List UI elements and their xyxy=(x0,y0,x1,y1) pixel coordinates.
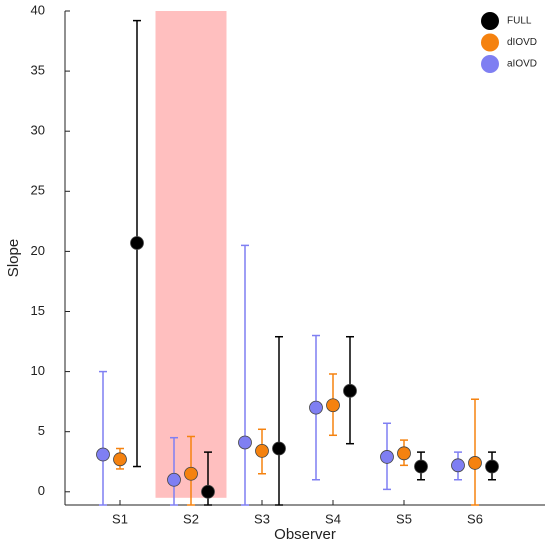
dot xyxy=(167,472,181,487)
dot xyxy=(468,456,482,470)
dot xyxy=(309,400,323,415)
y-tick-label: 15 xyxy=(31,303,45,318)
legend-text: aIOVD xyxy=(507,59,537,70)
y-axis-label: Slope xyxy=(5,239,22,277)
dot xyxy=(380,450,394,464)
dot xyxy=(184,466,198,481)
y-tick-label: 10 xyxy=(31,363,45,378)
legend-marker xyxy=(481,33,499,52)
y-tick-label: 40 xyxy=(31,2,45,17)
x-axis-label: Observer xyxy=(274,526,336,543)
y-tick-label: 30 xyxy=(31,123,45,138)
legend-marker xyxy=(481,55,499,73)
dot xyxy=(238,435,252,450)
legend-text: FULL xyxy=(507,16,532,27)
dot xyxy=(326,398,340,413)
dot xyxy=(397,446,411,461)
x-tick-label: S4 xyxy=(325,511,341,526)
x-tick-label: S6 xyxy=(467,511,483,526)
y-tick-label: 5 xyxy=(38,423,45,438)
y-tick-label: 35 xyxy=(31,63,45,78)
dot xyxy=(96,447,110,462)
dot xyxy=(414,459,428,474)
dot xyxy=(201,484,215,499)
dot xyxy=(113,452,127,467)
legend-text: dIOVD xyxy=(507,37,537,48)
x-tick-label: S5 xyxy=(396,511,412,526)
highlight-band xyxy=(155,11,227,498)
x-tick-label: S2 xyxy=(183,511,199,526)
dot xyxy=(343,383,357,398)
x-tick-label: S1 xyxy=(112,511,128,526)
dot xyxy=(451,458,465,473)
legend-marker xyxy=(481,12,499,30)
y-tick-label: 20 xyxy=(31,243,45,258)
x-tick-label: S3 xyxy=(254,511,270,526)
dot xyxy=(255,444,269,458)
dot xyxy=(130,236,144,250)
y-tick-label: 0 xyxy=(38,483,45,498)
y-tick-label: 25 xyxy=(31,183,45,198)
dot xyxy=(485,459,499,474)
dot xyxy=(272,441,286,456)
